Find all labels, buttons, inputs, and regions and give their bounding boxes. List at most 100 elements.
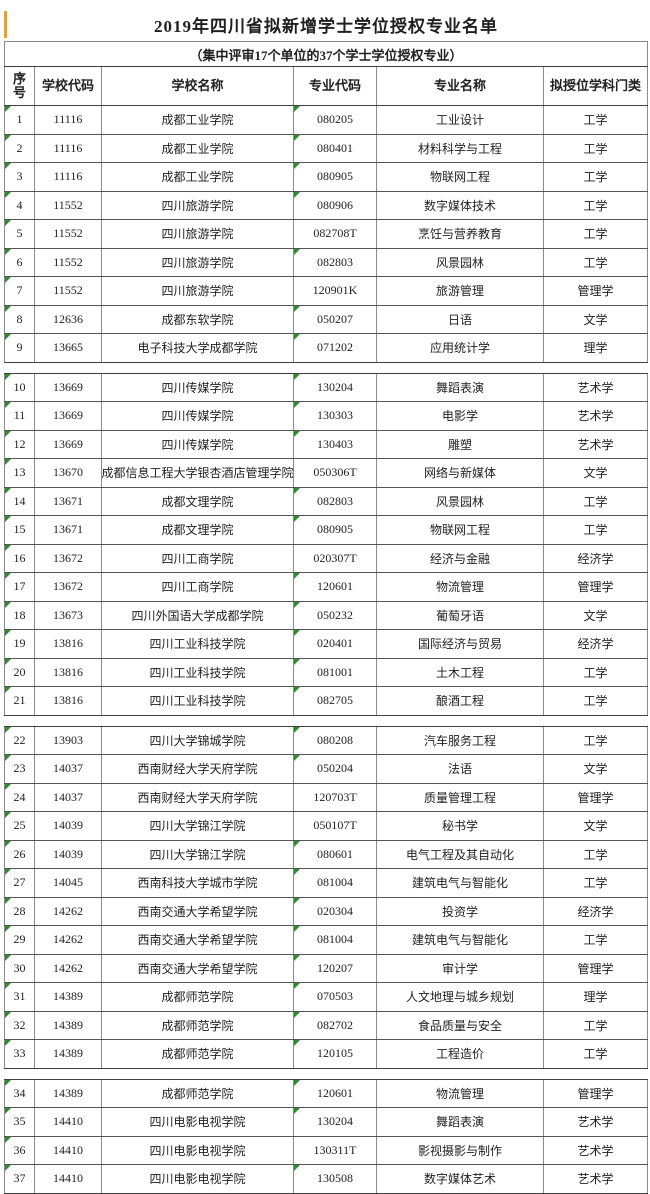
cell-discipline: 工学	[544, 516, 648, 544]
cell-discipline: 理学	[544, 334, 648, 362]
excel-error-marker-icon	[294, 305, 300, 312]
cell-no-text: 16	[13, 550, 26, 565]
cell-no: 15	[4, 516, 35, 544]
cell-no-text: 35	[13, 1114, 26, 1129]
cell-major-code: 120901K	[294, 277, 377, 305]
cell-discipline-text: 工学	[583, 255, 608, 270]
cell-major-code: 050207	[294, 305, 377, 333]
cell-major-name-text: 汽车服务工程	[423, 733, 496, 748]
cell-major-code-text: 050207	[317, 311, 353, 326]
cell-major-name: 工业设计	[377, 106, 544, 134]
cell-no: 2	[4, 134, 35, 162]
cell-discipline-text: 艺术学	[577, 380, 614, 395]
cell-major-code: 020307T	[294, 544, 377, 572]
excel-error-marker-icon	[294, 163, 300, 169]
table-row: 11 13669 四川传媒学院 130303 电影学 艺术学	[4, 402, 648, 431]
cell-major-name: 数字媒体艺术	[377, 1165, 544, 1193]
cell-major-code-text: 020401	[317, 636, 353, 651]
cell-school-name-text: 西南科技大学城市学院	[137, 876, 258, 891]
excel-error-marker-icon	[294, 1079, 300, 1086]
cell-no: 32	[4, 1011, 35, 1039]
cell-school-name-text: 成都工业学院	[161, 170, 234, 185]
cell-major-name-text: 网络与新媒体	[423, 466, 496, 481]
table-row: 25 14039 四川大学锦江学院 050107T 秘书学 文学	[4, 812, 648, 841]
cell-discipline-text: 文学	[583, 819, 608, 834]
excel-error-marker-icon	[5, 573, 11, 579]
cell-discipline: 艺术学	[544, 1136, 648, 1164]
cell-no: 4	[4, 191, 35, 219]
cell-discipline: 工学	[544, 487, 648, 515]
table-row: 8 12636 成都东软学院 050207 日语 文学	[4, 305, 648, 334]
cell-major-name-text: 葡萄牙语	[435, 608, 484, 623]
table-row: 33 14389 成都师范学院 120105 工程造价 工学	[4, 1040, 648, 1068]
table-section-1: 1 11116 成都工业学院 080205 工业设计 工学 2 11116 成都工业学院 0804…	[4, 106, 648, 363]
cell-discipline-text: 工学	[583, 227, 608, 242]
excel-error-marker-icon	[5, 402, 11, 408]
cell-major-code: 081001	[294, 658, 377, 686]
cell-major-code: 120601	[294, 573, 377, 601]
cell-major-code-text: 080205	[317, 112, 353, 127]
column-header-major-code: 专业代码	[294, 67, 377, 105]
cell-discipline: 工学	[544, 1040, 648, 1068]
cell-major-name-text: 电气工程及其自动化	[405, 847, 514, 862]
cell-discipline-text: 工学	[583, 733, 608, 748]
cell-major-code-text: 082702	[317, 1017, 353, 1032]
table-row: 4 11552 四川旅游学院 080906 数字媒体技术 工学	[4, 191, 648, 220]
cell-discipline-text: 工学	[583, 523, 608, 538]
cell-discipline: 艺术学	[544, 1108, 648, 1136]
excel-error-marker-icon	[294, 840, 300, 847]
cell-school-code-text: 13671	[53, 493, 83, 508]
table-section-3: 22 13903 四川大学锦城学院 080208 汽车服务工程 工学 23 14037 西南财经…	[4, 725, 648, 1069]
cell-discipline-text: 文学	[583, 762, 608, 777]
cell-discipline: 管理学	[544, 1079, 648, 1107]
cell-major-code-text: 120703T	[313, 789, 357, 804]
cell-no-text: 19	[13, 636, 26, 651]
cell-major-name-text: 材料科学与工程	[417, 141, 502, 156]
excel-error-marker-icon	[5, 1011, 11, 1018]
cell-major-name: 物流管理	[377, 1079, 544, 1107]
cell-school-code-text: 14262	[53, 903, 83, 918]
excel-error-marker-icon	[294, 134, 300, 141]
document-title: 2019年四川省拟新增学士学位授权专业名单	[154, 17, 498, 36]
cell-school-code: 13816	[35, 687, 102, 715]
cell-no-text: 7	[16, 283, 23, 298]
cell-no-text: 36	[13, 1142, 26, 1157]
excel-error-marker-icon	[5, 191, 11, 198]
excel-error-marker-icon	[5, 544, 11, 551]
cell-discipline: 经济学	[544, 630, 648, 658]
cell-school-name: 成都文理学院	[102, 516, 294, 544]
cell-school-code: 13673	[35, 601, 102, 629]
cell-discipline-text: 工学	[583, 876, 608, 891]
cell-major-name: 舞蹈表演	[377, 373, 544, 401]
cell-school-code-text: 14262	[53, 932, 83, 947]
cell-school-code: 13672	[35, 544, 102, 572]
cell-school-name: 成都文理学院	[102, 487, 294, 515]
table-row: 10 13669 四川传媒学院 130204 舞蹈表演 艺术学	[4, 373, 648, 402]
table-row: 34 14389 成都师范学院 120601 物流管理 管理学	[4, 1079, 648, 1108]
cell-major-code-text: 130508	[317, 1171, 353, 1186]
table-row: 23 14037 西南财经大学天府学院 050204 法语 文学	[4, 755, 648, 784]
cell-school-code-text: 14410	[53, 1142, 83, 1157]
cell-school-code-text: 13816	[53, 664, 83, 679]
excel-error-marker-icon	[5, 430, 11, 437]
cell-major-code: 130204	[294, 1108, 377, 1136]
cell-major-code: 070503	[294, 983, 377, 1011]
cell-discipline-text: 管理学	[577, 284, 614, 299]
cell-major-code-text: 081001	[317, 664, 353, 679]
cell-school-code: 14037	[35, 783, 102, 811]
excel-error-marker-icon	[5, 516, 11, 522]
cell-school-code-text: 11116	[53, 140, 83, 155]
cell-school-name-text: 成都文理学院	[161, 523, 234, 538]
excel-error-marker-icon	[294, 573, 300, 579]
excel-error-marker-icon	[294, 248, 300, 255]
cell-school-name: 西南科技大学城市学院	[102, 869, 294, 897]
cell-school-code-text: 13673	[53, 607, 83, 622]
cell-major-name: 物联网工程	[377, 516, 544, 544]
cell-major-code: 050306T	[294, 459, 377, 487]
cell-no-text: 28	[13, 903, 26, 918]
table-row: 26 14039 四川大学锦江学院 080601 电气工程及其自动化 工学	[4, 840, 648, 869]
cell-major-name: 葡萄牙语	[377, 601, 544, 629]
cell-major-code: 082705	[294, 687, 377, 715]
cell-school-name-text: 四川工业科技学院	[149, 637, 246, 652]
document-page: 2019年四川省拟新增学士学位授权专业名单 （集中评审17个单位的37个学士学位…	[4, 11, 648, 1194]
